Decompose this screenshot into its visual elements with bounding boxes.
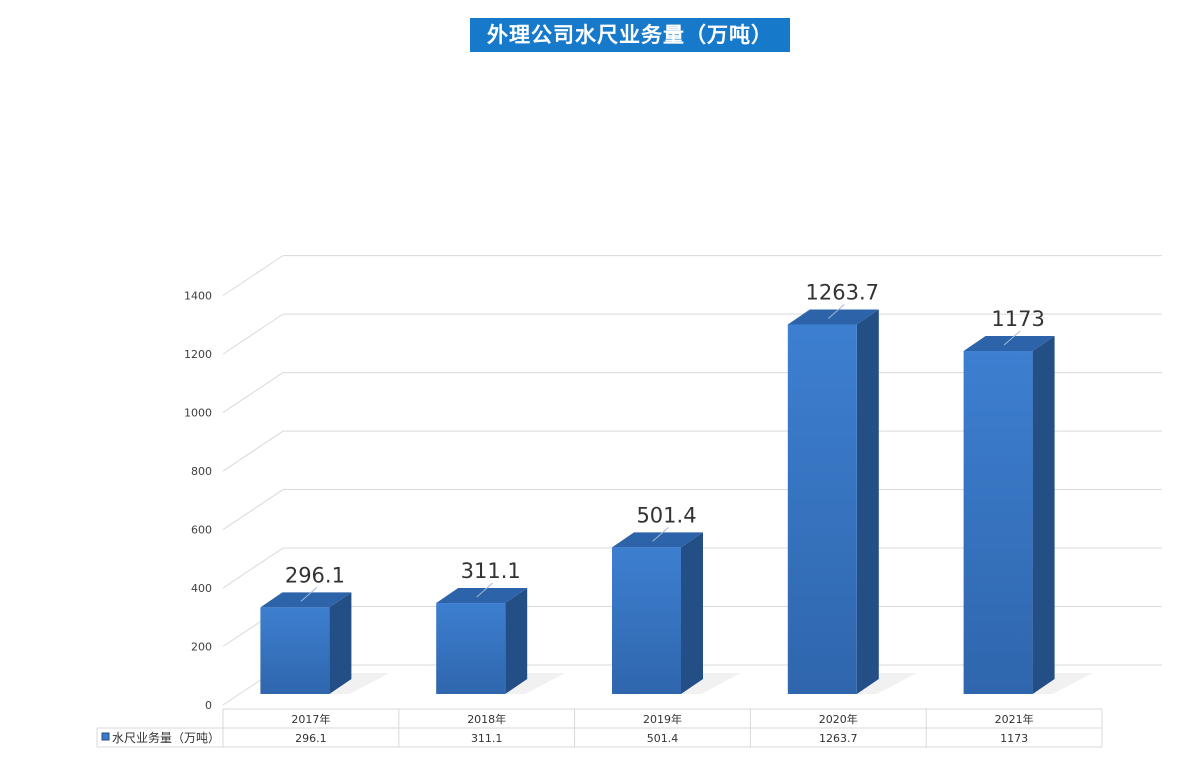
bar-side [856, 309, 879, 694]
bar-side [329, 592, 352, 694]
y-tick-label: 1400 [184, 290, 212, 303]
bar-top [963, 336, 1055, 352]
table-value: 1173 [1000, 732, 1028, 745]
data-label-leader [652, 527, 669, 542]
gridline-diagonal [222, 547, 284, 589]
y-tick-label: 0 [205, 699, 212, 712]
y-tick-label: 200 [191, 641, 212, 654]
data-table: 2017年 296.1 2018年 311.1 2019年 501.4 2020年 1263.… [96, 708, 1103, 748]
x-tick-label: 2021年 [995, 712, 1034, 726]
y-tick-label: 1200 [184, 348, 212, 361]
bar-side [681, 532, 703, 694]
gridline-diagonal [222, 430, 284, 472]
gridline-diagonal [222, 255, 284, 297]
bar [612, 547, 681, 694]
bar [963, 351, 1033, 694]
data-labels: 296.1 311.1 501.4 1263.7 1173 [285, 280, 1045, 602]
bar [787, 324, 857, 694]
data-label: 311.1 [461, 559, 521, 583]
data-label: 296.1 [285, 563, 345, 587]
x-tick-label: 2017年 [291, 712, 330, 726]
y-tick-label: 400 [191, 582, 212, 595]
data-label: 501.4 [636, 503, 696, 527]
table-value: 296.1 [295, 732, 327, 745]
chart-title: 外理公司水尺业务量（万吨） [470, 18, 790, 52]
bar-top [260, 592, 352, 608]
bar-top [612, 532, 703, 548]
gridline-diagonal [222, 489, 284, 530]
legend-key [101, 732, 110, 741]
x-tick-label: 2020年 [819, 712, 858, 726]
y-axis-ticks: 0 200 400 600 800 1000 1200 1400 [184, 290, 212, 712]
y-tick-label: 800 [191, 465, 212, 478]
y-tick-label: 1000 [184, 407, 212, 420]
table-value: 501.4 [647, 732, 679, 745]
bar-top [436, 588, 528, 604]
bar-top [787, 309, 879, 325]
bar [260, 607, 330, 694]
data-label-leader [827, 304, 845, 319]
x-tick-label: 2018年 [467, 712, 506, 726]
gridline-diagonal [222, 372, 284, 414]
data-label-leader [300, 587, 318, 602]
data-label: 1173 [991, 307, 1044, 331]
bars [260, 309, 1093, 694]
table-value: 1263.7 [819, 732, 858, 745]
y-tick-label: 600 [191, 524, 212, 537]
bar-side [505, 588, 528, 694]
data-label-leader [476, 582, 494, 598]
legend-label: 水尺业务量（万吨） [112, 730, 220, 745]
x-tick-label: 2019年 [643, 712, 682, 726]
bar-side [1032, 336, 1055, 694]
gridline-diagonal [222, 313, 284, 355]
table-value: 311.1 [471, 732, 503, 745]
data-label-leader [1003, 330, 1021, 346]
data-label: 1263.7 [806, 280, 879, 304]
bar [436, 603, 506, 694]
